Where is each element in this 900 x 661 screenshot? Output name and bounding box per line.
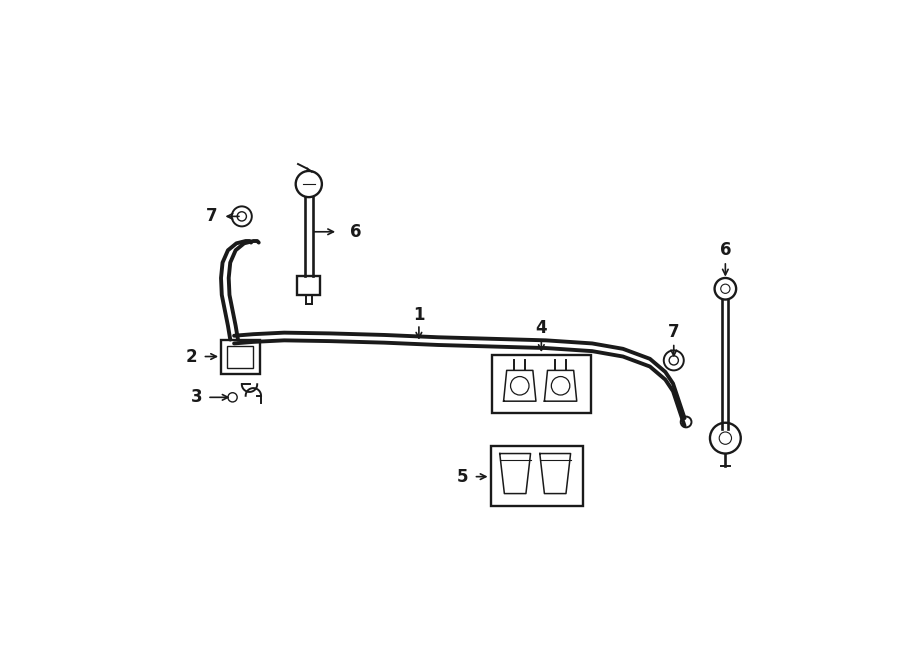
Text: 3: 3	[191, 388, 202, 407]
Text: 7: 7	[668, 323, 680, 341]
Bar	[221, 340, 259, 374]
Text: 4: 4	[536, 319, 547, 337]
Bar	[227, 346, 254, 368]
Bar	[491, 446, 583, 506]
Text: 1: 1	[413, 306, 425, 324]
Text: 6: 6	[349, 223, 361, 241]
Text: 6: 6	[720, 241, 731, 259]
Bar	[492, 355, 590, 412]
Text: 5: 5	[457, 467, 469, 486]
Text: 7: 7	[206, 208, 218, 225]
Text: 2: 2	[186, 348, 198, 366]
Bar	[297, 276, 320, 295]
